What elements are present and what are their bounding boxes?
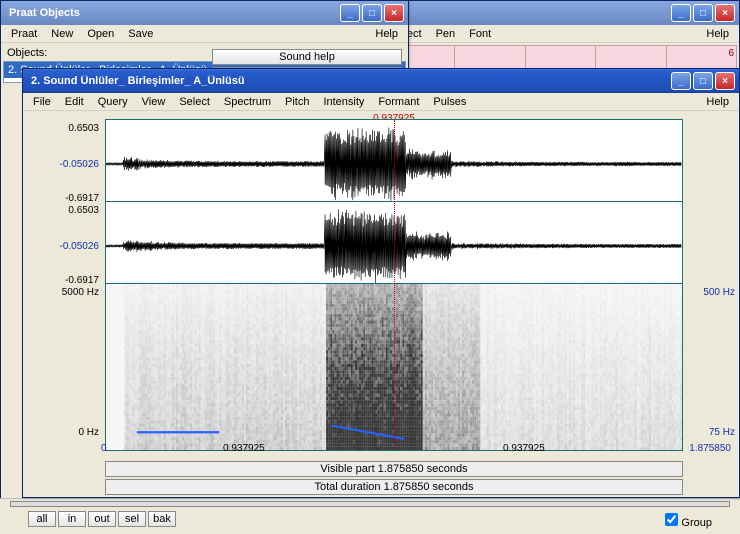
- pitch-min: 75 Hz: [709, 427, 735, 438]
- menu-pitch[interactable]: Pitch: [279, 95, 315, 109]
- sound-help-button[interactable]: Sound help: [212, 49, 402, 65]
- time-midleft: 0.937925: [223, 443, 265, 454]
- visible-bar[interactable]: Visible part 1.875850 seconds: [105, 461, 683, 477]
- close-button[interactable]: ×: [715, 4, 735, 22]
- menu-font[interactable]: Font: [463, 27, 497, 41]
- minimize-button[interactable]: _: [671, 4, 691, 22]
- menu-file[interactable]: File: [27, 95, 57, 109]
- spec-fmax: 5000 Hz: [25, 287, 99, 298]
- menu-open[interactable]: Open: [81, 27, 120, 41]
- group-checkbox[interactable]: Group: [665, 517, 712, 529]
- minimize-button[interactable]: _: [340, 4, 360, 22]
- maximize-button[interactable]: □: [362, 4, 382, 22]
- zoom-bak-button[interactable]: bak: [148, 511, 176, 527]
- menu-spectrum[interactable]: Spectrum: [218, 95, 277, 109]
- zoom-all-button[interactable]: all: [28, 511, 56, 527]
- close-button[interactable]: ×: [715, 72, 735, 90]
- menu-intensity[interactable]: Intensity: [317, 95, 370, 109]
- ch1-ymax: 0.6503: [25, 123, 99, 134]
- menu-help[interactable]: Help: [369, 27, 404, 41]
- sound-titlebar[interactable]: 2. Sound Ünlüler_ Birleşimler_ A_Ünlüsü …: [23, 69, 739, 93]
- zoom-out-button[interactable]: out: [88, 511, 116, 527]
- time-midright: 0.937925: [503, 443, 545, 454]
- ch2-ymin: -0.6917: [25, 275, 99, 286]
- objects-titlebar[interactable]: Praat Objects _ □ ×: [1, 1, 408, 25]
- zoom-in-button[interactable]: in: [58, 511, 86, 527]
- objects-menubar: Praat New Open Save Help: [1, 25, 408, 43]
- maximize-button[interactable]: □: [693, 72, 713, 90]
- menu-select[interactable]: Select: [173, 95, 216, 109]
- picture-titlebar[interactable]: _ □ ×: [381, 1, 739, 25]
- ch1-ymin: -0.6917: [25, 193, 99, 204]
- zoom-sel-button[interactable]: sel: [118, 511, 146, 527]
- menu-pulses[interactable]: Pulses: [427, 95, 472, 109]
- close-button[interactable]: ×: [384, 4, 404, 22]
- menu-pen[interactable]: Pen: [430, 27, 462, 41]
- picture-menubar: Select Pen Font Help: [381, 25, 739, 43]
- sound-editor-window: 2. Sound Ünlüler_ Birleşimler_ A_Ünlüsü …: [22, 68, 740, 498]
- menu-query[interactable]: Query: [92, 95, 134, 109]
- cursor-line[interactable]: [394, 120, 395, 450]
- total-bar[interactable]: Total duration 1.875850 seconds: [105, 479, 683, 495]
- plot-area[interactable]: [105, 119, 683, 451]
- menu-praat[interactable]: Praat: [5, 27, 43, 41]
- ruler-max: 6: [728, 48, 734, 59]
- menu-edit[interactable]: Edit: [59, 95, 90, 109]
- menu-formant[interactable]: Formant: [372, 95, 425, 109]
- pitch-max: 500 Hz: [703, 287, 735, 298]
- menu-new[interactable]: New: [45, 27, 79, 41]
- sound-title: 2. Sound Ünlüler_ Birleşimler_ A_Ünlüsü: [27, 75, 671, 87]
- sound-menubar: File Edit Query View Select Spectrum Pit…: [23, 93, 739, 111]
- maximize-button[interactable]: □: [693, 4, 713, 22]
- menu-save[interactable]: Save: [122, 27, 159, 41]
- time-left: 0: [101, 443, 107, 454]
- menu-help[interactable]: Help: [700, 27, 735, 41]
- ch2-ymid: -0.05026: [25, 241, 99, 252]
- minimize-button[interactable]: _: [671, 72, 691, 90]
- objects-bottom-strip: all in out sel bak Group: [0, 498, 740, 534]
- ch1-ymid: -0.05026: [25, 159, 99, 170]
- menu-view[interactable]: View: [136, 95, 172, 109]
- menu-help[interactable]: Help: [700, 95, 735, 109]
- ch2-ymax: 0.6503: [25, 205, 99, 216]
- scrollbar[interactable]: [10, 501, 730, 507]
- time-right: 1.875850: [689, 443, 731, 454]
- spec-fmin: 0 Hz: [25, 427, 99, 438]
- objects-title: Praat Objects: [5, 7, 340, 19]
